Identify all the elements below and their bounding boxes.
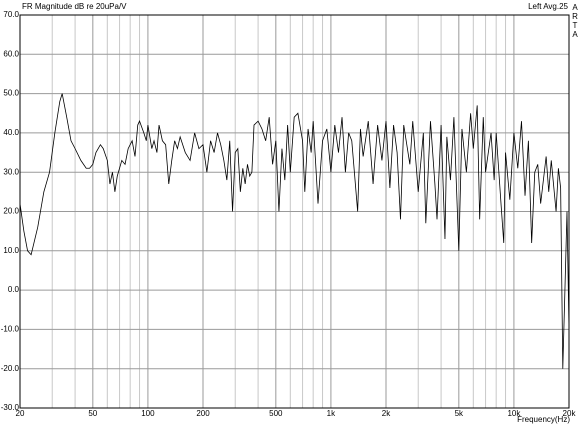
chart-title: FR Magnitude dB re 20uPa/V bbox=[22, 2, 127, 11]
watermark-letter: R bbox=[572, 12, 578, 21]
x-tick-label: 500 bbox=[269, 409, 283, 418]
y-tick-label: 0.0 bbox=[8, 285, 20, 294]
plot-frame bbox=[19, 14, 570, 409]
y-tick-label: 70.0 bbox=[3, 10, 19, 19]
x-tick-label: 1k bbox=[327, 409, 336, 418]
y-tick-label: -20.0 bbox=[1, 364, 20, 373]
watermark-letter: A bbox=[572, 3, 578, 12]
watermark-letter: A bbox=[572, 30, 578, 39]
y-tick-label: 60.0 bbox=[3, 49, 19, 58]
y-tick-label: 20.0 bbox=[3, 207, 19, 216]
x-tick-label: 200 bbox=[196, 409, 210, 418]
series-line bbox=[19, 93, 570, 369]
y-tick-label: 50.0 bbox=[3, 89, 19, 98]
x-tick-label: 100 bbox=[141, 409, 155, 418]
x-tick-label: 50 bbox=[88, 409, 97, 418]
x-axis-label: Frequency(Hz) bbox=[517, 415, 570, 424]
x-tick-label: 20k bbox=[563, 409, 577, 418]
y-tick-label: -10.0 bbox=[1, 325, 20, 334]
x-tick-label: 2k bbox=[382, 409, 391, 418]
y-tick-label: 10.0 bbox=[3, 246, 19, 255]
y-tick-label: -30.0 bbox=[1, 403, 20, 412]
x-tick-label: 5k bbox=[455, 409, 464, 418]
chart-subtitle: Left Avg.25 bbox=[528, 2, 568, 11]
y-tick-label: 40.0 bbox=[3, 128, 19, 137]
watermark-letter: T bbox=[573, 21, 578, 30]
x-tick-label: 10k bbox=[507, 409, 521, 418]
x-tick-label: 20 bbox=[16, 409, 25, 418]
y-tick-label: 30.0 bbox=[3, 167, 19, 176]
